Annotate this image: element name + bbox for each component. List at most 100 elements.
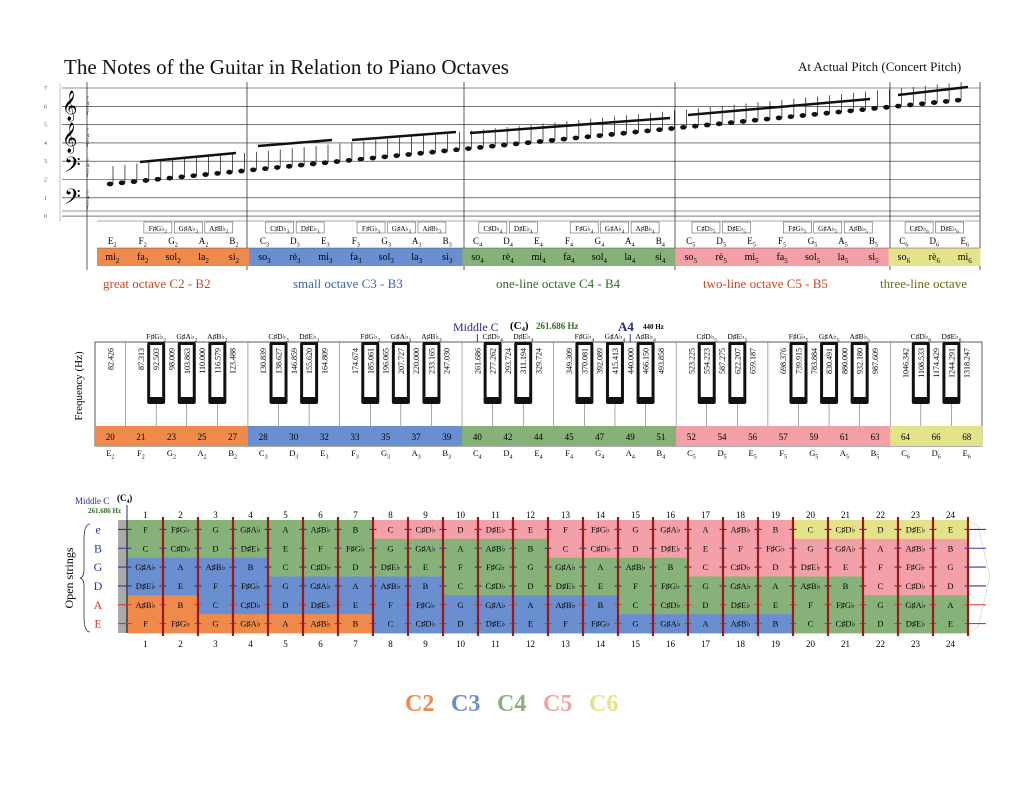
note-beam (469, 116, 671, 135)
fret-note: B (598, 600, 604, 610)
fret-note-bg (796, 542, 825, 554)
fret-note: A (877, 543, 884, 553)
fret-note-bg (236, 579, 265, 591)
key-number: 66 (932, 432, 942, 442)
black-key-name: D♯E♭3 (299, 332, 319, 343)
fret-number-bottom: 7 (353, 639, 358, 649)
black-key-name: A♯B♭3 (421, 332, 442, 343)
black-key-name: D♯E♭6 (941, 332, 961, 343)
piano-note-label: C6 (901, 448, 910, 461)
fret-note-bg (761, 598, 790, 610)
white-key-frequency: 87.313 (137, 348, 146, 370)
fret-note-bg (901, 617, 930, 629)
fret-note-bg (376, 523, 405, 535)
natural-label: C5 (686, 236, 695, 249)
natural-label: F5 (778, 236, 786, 249)
black-key-label-panel (914, 345, 927, 397)
fret-number-top: 20 (806, 510, 816, 520)
clef-fret-letter: T (86, 174, 89, 179)
fret-note: D♯E♭ (136, 581, 156, 591)
note-head (751, 117, 759, 123)
fret-note: F (563, 524, 568, 534)
solfege-label: la4 (624, 252, 635, 265)
piano-note-label: F2 (137, 448, 145, 461)
fret-number-bottom: 9 (423, 639, 428, 649)
fret-note-bg (796, 579, 825, 591)
black-key-label-panel (639, 345, 652, 397)
fret-note: G♯A♭ (555, 562, 576, 572)
key-number: 39 (442, 432, 452, 442)
middle-c-frequency: 261.686 Hz (536, 321, 579, 331)
fret-note: A♯B♭ (555, 600, 575, 610)
fret-number-top: 22 (876, 510, 885, 520)
sharp-box (691, 221, 721, 234)
key-number-cell (706, 426, 738, 446)
key-number-cell (156, 426, 188, 446)
key-number-cell (829, 426, 860, 446)
fret-note-bg (341, 617, 370, 629)
white-key-frequency: 880.000 (840, 348, 849, 374)
key-number: 57 (779, 432, 789, 442)
fret-note: C (213, 600, 219, 610)
fret-note-bg (306, 542, 335, 554)
note-head (417, 150, 424, 156)
fret-note: B (528, 543, 534, 553)
staff-scale-number: 6 (44, 104, 47, 110)
fret-note: G♯A♭ (660, 619, 681, 629)
fret-number-bottom: 17 (701, 639, 711, 649)
fret-note-bg (691, 523, 720, 535)
black-key-name: F♯G♭5 (789, 332, 809, 343)
fret-note: B (773, 619, 779, 629)
fret-note-bg (551, 598, 580, 610)
black-key-frequency: 311.194 (519, 348, 528, 374)
solfege-label: so5 (685, 252, 698, 265)
fret-note-bg (376, 579, 405, 591)
piano-note-label: E2 (106, 448, 114, 461)
fret-note: F♯G♭ (836, 600, 855, 610)
fret-note-bg (901, 598, 930, 610)
key-number: 21 (136, 432, 145, 442)
fret-note: C♯D♭ (310, 562, 330, 572)
string-brace (79, 523, 91, 633)
fret-note-bg (271, 617, 300, 629)
key-number: 27 (228, 432, 238, 442)
fret-note: G (632, 524, 638, 534)
sharp-box (204, 221, 234, 234)
note-head (357, 156, 365, 162)
piano-note-label: A2 (197, 448, 206, 461)
fret-note: E (423, 562, 428, 572)
fret-number-top: 19 (771, 510, 781, 520)
fret-note: D (352, 562, 358, 572)
black-key-name: D♯E♭4 (513, 332, 533, 343)
fret-note-bg (411, 617, 440, 629)
black-key-label-panel (425, 345, 438, 397)
fret-note-bg (516, 598, 545, 610)
key-number-cell (186, 426, 218, 446)
fret-note: D (947, 581, 953, 591)
fret-note: C♯D♭ (240, 600, 260, 610)
fret-number-bottom: 23 (911, 639, 921, 649)
black-key-frequency: 466.150 (642, 348, 651, 374)
note-head (715, 121, 723, 127)
fret-note-bg (936, 617, 965, 629)
fret-note: F (143, 524, 148, 534)
fret-note: C (808, 619, 814, 629)
solfege-label: rè3 (289, 252, 301, 265)
fret-note: B (423, 581, 429, 591)
note-head (381, 154, 388, 160)
open-string-name: D (94, 579, 103, 593)
black-key-frequency: 207.727 (397, 348, 406, 374)
black-key-name: A♯B♭4 (635, 332, 656, 343)
fret-note: C♯D♭ (590, 543, 610, 553)
sharp-box (356, 221, 386, 234)
black-key-label-panel (608, 345, 621, 397)
key-number: 47 (595, 432, 605, 442)
fret-note-bg (481, 561, 510, 573)
black-key-name: F♯G♭2 (146, 332, 166, 343)
white-key-frequency: 783.884 (810, 348, 819, 374)
fret-note: A (282, 524, 289, 534)
natural-label: G3 (381, 236, 391, 249)
key-number: 45 (565, 432, 575, 442)
sharp-label: D♯E♭4 (514, 225, 533, 235)
